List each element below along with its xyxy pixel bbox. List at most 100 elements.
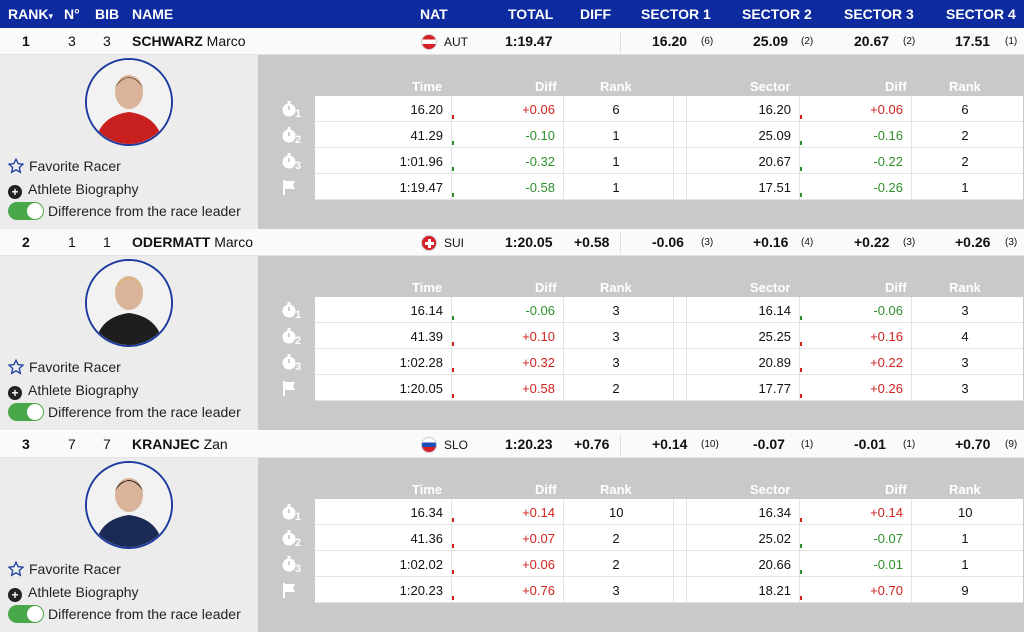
total-time: 1:20.05 xyxy=(505,234,553,250)
stopwatch-2-icon: 2 xyxy=(280,528,304,552)
split-srank: 1 xyxy=(961,557,969,572)
athlete-info-panel: Favorite Racer + Athlete Biography Differ… xyxy=(0,55,258,229)
header-sector1: SECTOR 1 xyxy=(641,6,711,22)
athlete-biography-link[interactable]: + Athlete Biography xyxy=(8,584,139,602)
col-time: Time xyxy=(412,280,443,295)
star-icon xyxy=(8,359,24,375)
athlete-info-panel: Favorite Racer + Athlete Biography Differ… xyxy=(0,458,258,632)
sector2-rank: (2) xyxy=(801,36,814,47)
split-time: 1:02.28 xyxy=(399,355,443,370)
header-bib: BIB xyxy=(95,6,120,22)
split-time: 16.20 xyxy=(410,102,443,117)
split-sdiff: +0.14 xyxy=(870,505,903,520)
split-sector: 16.34 xyxy=(758,505,791,520)
diff-indicator xyxy=(800,596,802,600)
col-rank: Rank xyxy=(600,482,632,497)
split-srank: 1 xyxy=(961,531,969,546)
athlete-biography-link[interactable]: + Athlete Biography xyxy=(8,181,139,199)
diff-indicator xyxy=(452,316,454,320)
results-header: RANK▾ N° BIB NAME NAT TOTAL DIFF SECTOR … xyxy=(0,0,1024,28)
diff-indicator xyxy=(452,368,454,372)
favorite-racer-link[interactable]: Favorite Racer xyxy=(8,359,121,375)
split-row: 1:19.47 -0.58 1 17.51 -0.26 1 xyxy=(315,174,1023,200)
diff-indicator xyxy=(800,342,802,346)
diff-indicator xyxy=(800,368,802,372)
athlete-name[interactable]: SCHWARZ Marco xyxy=(132,33,246,49)
split-srank: 10 xyxy=(958,505,973,520)
split-rank: 3 xyxy=(612,355,620,370)
split-srank: 1 xyxy=(961,180,969,195)
athlete-summary-row[interactable]: 3 7 7 KRANJEC Zan SLO 1:20.23 +0.76 +0.1… xyxy=(0,431,1024,458)
diff-indicator xyxy=(452,141,454,145)
sector1-rank: (10) xyxy=(701,439,719,450)
split-row: 1:02.02 +0.06 2 20.66 -0.01 1 xyxy=(315,551,1023,577)
diff-indicator xyxy=(452,342,454,346)
col-sector: Sector xyxy=(750,482,791,497)
sector4-value: 17.51 xyxy=(955,33,991,49)
split-sector: 16.14 xyxy=(758,303,791,318)
diff-indicator xyxy=(452,167,454,171)
athlete-name[interactable]: ODERMATT Marco xyxy=(132,234,253,250)
split-diff: +0.14 xyxy=(522,505,555,520)
difference-label: Difference from the race leader xyxy=(48,404,241,420)
header-rank[interactable]: RANK▾ xyxy=(8,6,53,22)
split-row: 1:20.05 +0.58 2 17.77 +0.26 3 xyxy=(315,375,1023,401)
stopwatch-3-icon: 3 xyxy=(280,352,304,376)
split-sdiff: +0.22 xyxy=(870,355,903,370)
split-diff: +0.76 xyxy=(522,583,555,598)
country-flag-icon xyxy=(421,235,437,251)
col-sector: Sector xyxy=(750,79,791,94)
sort-arrow-icon[interactable]: ▾ xyxy=(48,11,53,21)
start-number: 1 xyxy=(68,234,76,250)
split-row: 16.34 +0.14 10 16.34 +0.14 10 xyxy=(315,499,1023,525)
split-number: 3 xyxy=(295,361,302,373)
header-sector3: SECTOR 3 xyxy=(844,6,914,22)
stopwatch-2-icon: 2 xyxy=(280,125,304,149)
sector4-rank: (1) xyxy=(1005,36,1018,47)
athlete-summary-row[interactable]: 2 1 1 ODERMATT Marco SUI 1:20.05 +0.58 -… xyxy=(0,229,1024,256)
athlete-photo xyxy=(85,461,173,549)
sector3-value: +0.22 xyxy=(854,234,890,250)
athlete-block: 2 1 1 ODERMATT Marco SUI 1:20.05 +0.58 -… xyxy=(0,229,1024,430)
split-time: 41.29 xyxy=(410,128,443,143)
difference-toggle[interactable] xyxy=(8,202,44,220)
sector2-value: +0.16 xyxy=(753,234,789,250)
bib: 3 xyxy=(103,33,111,49)
col-diff: Diff xyxy=(535,280,557,295)
sector3-rank: (3) xyxy=(903,237,916,248)
star-icon xyxy=(8,158,24,174)
col-sector-diff: Diff xyxy=(885,482,907,497)
split-time: 1:01.96 xyxy=(399,154,443,169)
split-sector: 16.20 xyxy=(758,102,791,117)
bib: 7 xyxy=(103,436,111,452)
col-sector: Sector xyxy=(750,280,791,295)
diff-indicator xyxy=(452,115,454,119)
col-time: Time xyxy=(412,482,443,497)
split-diff: +0.06 xyxy=(522,557,555,572)
athlete-photo xyxy=(85,259,173,347)
finish-flag-icon xyxy=(280,580,304,604)
col-rank: Rank xyxy=(600,280,632,295)
diff-indicator xyxy=(800,141,802,145)
athlete-biography-link[interactable]: + Athlete Biography xyxy=(8,382,139,400)
sector3-value: -0.01 xyxy=(854,436,886,452)
difference-toggle[interactable] xyxy=(8,605,44,623)
header-diff: DIFF xyxy=(580,6,612,22)
favorite-racer-link[interactable]: Favorite Racer xyxy=(8,158,121,174)
start-number: 7 xyxy=(68,436,76,452)
split-number: 2 xyxy=(295,537,302,549)
split-sector: 17.77 xyxy=(758,381,791,396)
split-srank: 9 xyxy=(961,583,969,598)
difference-toggle[interactable] xyxy=(8,403,44,421)
col-diff: Diff xyxy=(535,482,557,497)
split-rank: 1 xyxy=(612,128,620,143)
split-rank: 1 xyxy=(612,154,620,169)
favorite-racer-link[interactable]: Favorite Racer xyxy=(8,561,121,577)
sector1-rank: (6) xyxy=(701,36,714,47)
split-sector: 17.51 xyxy=(758,180,791,195)
athlete-name[interactable]: KRANJEC Zan xyxy=(132,436,228,452)
athlete-summary-row[interactable]: 1 3 3 SCHWARZ Marco AUT 1:19.47 16.20 (6… xyxy=(0,28,1024,55)
diff-indicator xyxy=(452,518,454,522)
split-row: 41.29 -0.10 1 25.09 -0.16 2 xyxy=(315,122,1023,148)
split-row: 16.14 -0.06 3 16.14 -0.06 3 xyxy=(315,297,1023,323)
